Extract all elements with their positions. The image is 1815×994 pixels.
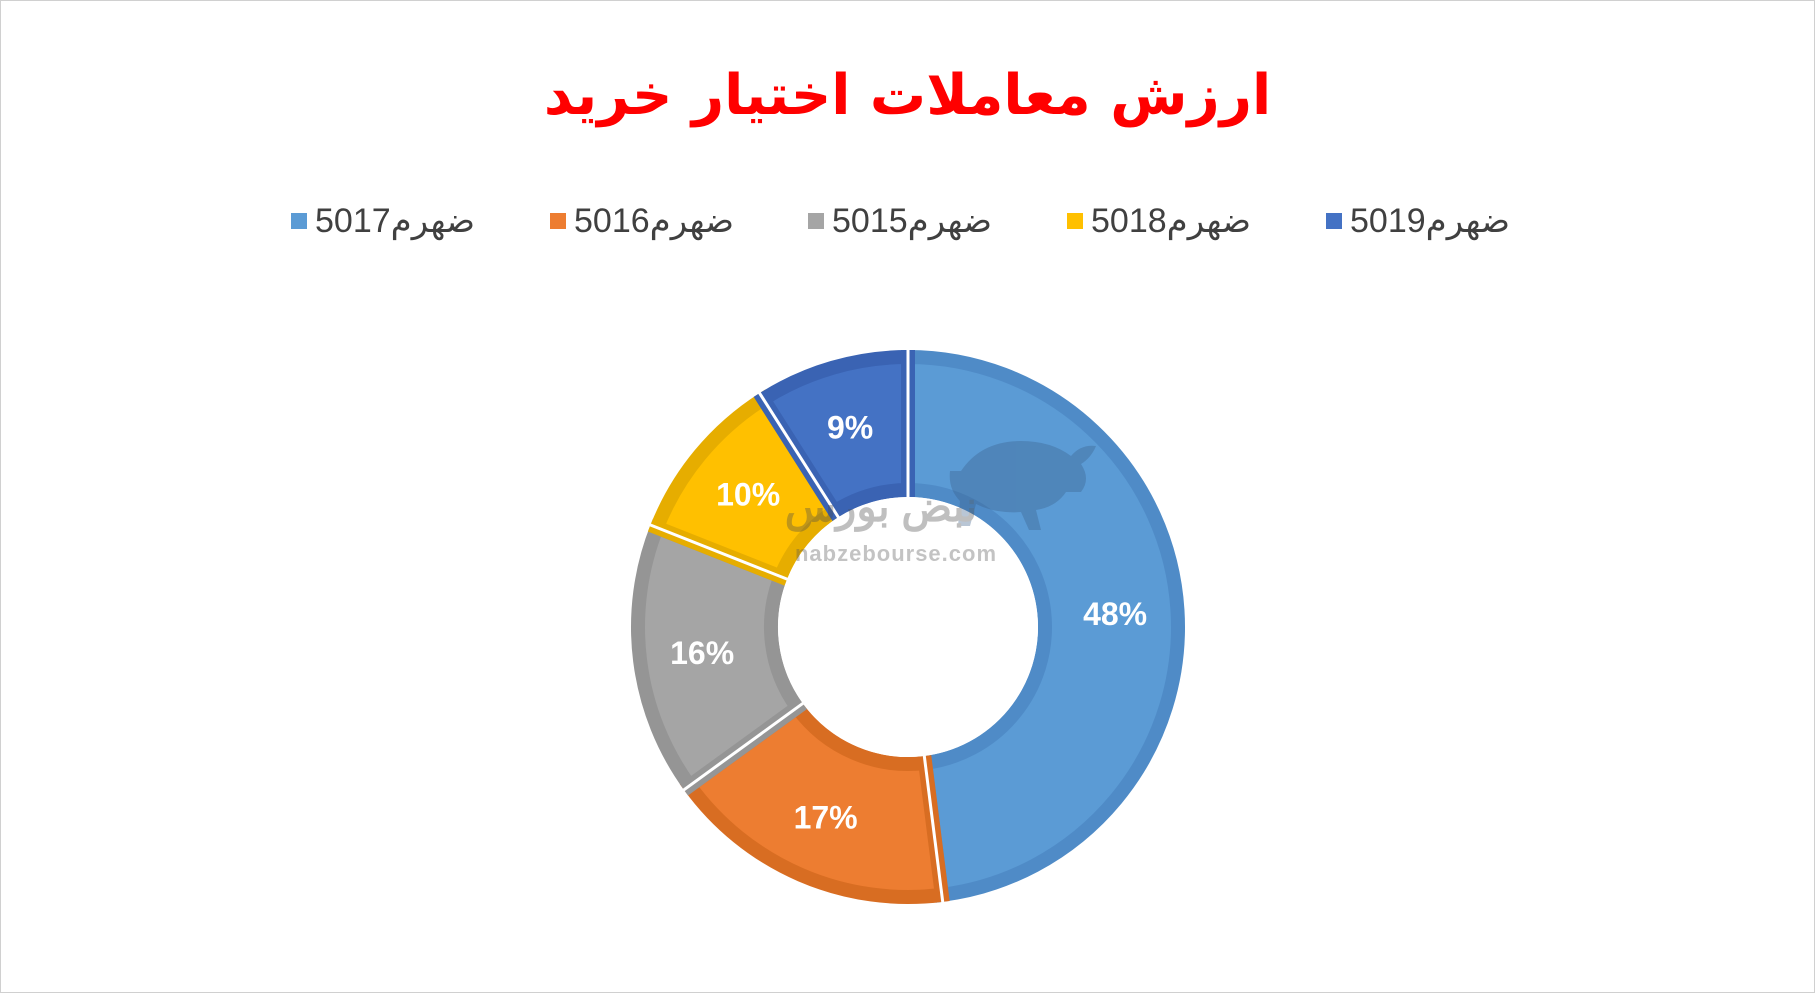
legend-swatch [550,213,566,229]
donut-hole [778,497,1038,757]
data-label: 9% [827,410,873,446]
legend-label: ضهرم5016 [574,202,734,240]
legend-swatch [808,213,824,229]
legend-swatch [1326,213,1342,229]
slice-separator [682,701,805,792]
legend-label: ضهرم5015 [832,202,992,240]
data-label: 16% [670,635,734,671]
legend-swatch [1067,213,1083,229]
slice-separator [922,754,945,903]
legend-label: ضهرم5017 [315,202,475,240]
watermark-logo-text: نبض بورس [785,483,977,532]
legend-item: ضهرم5016 [550,196,734,246]
legend-label: ضهرم5019 [1350,202,1510,240]
bull-logo-icon [949,441,1096,530]
legend: ضهرم5017 ضهرم5016 ضهرم5015 ضهرم5018 ضهرم5019 [1,196,1814,246]
donut-slice [901,349,1185,903]
slice-separator [757,391,841,519]
legend-swatch [291,213,307,229]
data-label: 10% [716,477,780,513]
legend-item: ضهرم5019 [1326,196,1510,246]
legend-item: ضهرم5018 [1067,196,1251,246]
chart-title: ارزش معاملات اختیار خرید [543,63,1272,128]
watermark-url: nabzebourse.com [795,541,997,566]
watermark: نبض بورس nabzebourse.com [785,441,1096,566]
data-label: 17% [794,799,858,835]
donut-slice [679,697,950,904]
slice-separator [648,523,789,581]
legend-label: ضهرم5018 [1091,202,1251,240]
legend-item: ضهرم5015 [808,196,992,246]
data-label: 48% [1083,596,1147,632]
legend-item: ضهرم5017 [291,196,475,246]
